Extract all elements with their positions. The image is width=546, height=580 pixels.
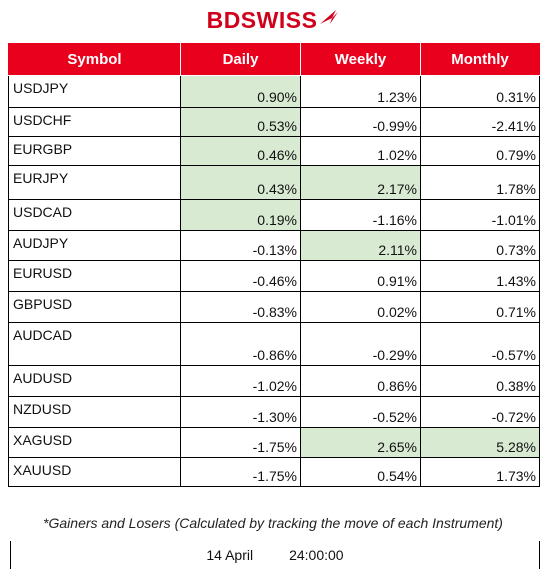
monthly-change-cell: 1.73% xyxy=(420,457,540,487)
monthly-change-cell: -0.57% xyxy=(420,322,540,366)
daily-change-cell: 0.90% xyxy=(180,75,301,108)
monthly-change-cell: 1.78% xyxy=(420,165,540,200)
monthly-change-cell: -1.01% xyxy=(420,199,540,231)
daily-change-cell: -1.02% xyxy=(180,365,301,397)
monthly-change-cell: 0.73% xyxy=(420,230,540,261)
monthly-change-cell: 5.28% xyxy=(420,427,540,458)
symbol-cell: USDJPY xyxy=(8,75,181,108)
daily-change-cell: -0.46% xyxy=(180,260,301,292)
weekly-change-cell: 2.11% xyxy=(300,230,421,261)
table-header-row: Symbol Daily Weekly Monthly xyxy=(8,43,540,76)
symbol-cell: EURJPY xyxy=(8,165,181,200)
performance-table: Symbol Daily Weekly Monthly USDJPY 0.90% 1… xyxy=(8,43,540,487)
table-row: NZDUSD -1.30% -0.52% -0.72% xyxy=(8,396,540,428)
swoosh-icon xyxy=(320,10,339,24)
daily-change-cell: -1.30% xyxy=(180,396,301,428)
table-body: USDJPY 0.90% 1.23% 0.31% USDCHF 0.53% -0.99% -2… xyxy=(8,75,540,487)
table-row: EURGBP 0.46% 1.02% 0.79% xyxy=(8,136,540,166)
daily-change-cell: 0.46% xyxy=(180,136,301,166)
weekly-change-cell: -1.16% xyxy=(300,199,421,231)
report-date: 14 April xyxy=(206,547,254,563)
table-row: EURUSD -0.46% 0.91% 1.43% xyxy=(8,260,540,292)
symbol-cell: NZDUSD xyxy=(8,396,181,428)
weekly-change-cell: -0.29% xyxy=(300,322,421,366)
table-row: EURJPY 0.43% 2.17% 1.78% xyxy=(8,165,540,200)
monthly-change-cell: -0.72% xyxy=(420,396,540,428)
column-header-weekly: Weekly xyxy=(300,43,421,76)
daily-change-cell: 0.43% xyxy=(180,165,301,200)
symbol-cell: EURUSD xyxy=(8,260,181,292)
table-row: USDJPY 0.90% 1.23% 0.31% xyxy=(8,75,540,108)
symbol-cell: AUDUSD xyxy=(8,365,181,397)
daily-change-cell: 0.19% xyxy=(180,199,301,231)
column-header-symbol: Symbol xyxy=(8,43,181,76)
monthly-change-cell: 0.31% xyxy=(420,75,540,108)
symbol-cell: XAGUSD xyxy=(8,427,181,458)
symbol-cell: XAUUSD xyxy=(8,457,181,487)
daily-change-cell: -1.75% xyxy=(180,457,301,487)
daily-change-cell: -1.75% xyxy=(180,427,301,458)
table-row: USDCAD 0.19% -1.16% -1.01% xyxy=(8,199,540,231)
symbol-cell: AUDJPY xyxy=(8,230,181,261)
monthly-change-cell: 0.71% xyxy=(420,291,540,323)
brand-logo: BDSWISS xyxy=(0,0,546,40)
daily-change-cell: -0.86% xyxy=(180,322,301,366)
footnote: *Gainers and Losers (Calculated by track… xyxy=(43,515,503,531)
monthly-change-cell: 1.43% xyxy=(420,260,540,292)
table-row: AUDUSD -1.02% 0.86% 0.38% xyxy=(8,365,540,397)
table-row: XAUUSD -1.75% 0.54% 1.73% xyxy=(8,457,540,487)
table-row: AUDJPY -0.13% 2.11% 0.73% xyxy=(8,230,540,261)
daily-change-cell: -0.83% xyxy=(180,291,301,323)
weekly-change-cell: -0.99% xyxy=(300,107,421,137)
weekly-change-cell: 1.02% xyxy=(300,136,421,166)
column-header-daily: Daily xyxy=(180,43,301,76)
daily-change-cell: -0.13% xyxy=(180,230,301,261)
timestamp-box: 14 April 24:00:00 xyxy=(10,541,540,569)
symbol-cell: USDCHF xyxy=(8,107,181,137)
monthly-change-cell: -2.41% xyxy=(420,107,540,137)
weekly-change-cell: 0.54% xyxy=(300,457,421,487)
brand-name: BDSWISS xyxy=(206,6,318,33)
monthly-change-cell: 0.38% xyxy=(420,365,540,397)
weekly-change-cell: 0.02% xyxy=(300,291,421,323)
weekly-change-cell: 2.65% xyxy=(300,427,421,458)
weekly-change-cell: 1.23% xyxy=(300,75,421,108)
weekly-change-cell: -0.52% xyxy=(300,396,421,428)
monthly-change-cell: 0.79% xyxy=(420,136,540,166)
weekly-change-cell: 2.17% xyxy=(300,165,421,200)
table-row: AUDCAD -0.86% -0.29% -0.57% xyxy=(8,322,540,366)
report-time: 24:00:00 xyxy=(289,547,344,563)
daily-change-cell: 0.53% xyxy=(180,107,301,137)
symbol-cell: GBPUSD xyxy=(8,291,181,323)
column-header-monthly: Monthly xyxy=(420,43,540,76)
symbol-cell: AUDCAD xyxy=(8,322,181,366)
weekly-change-cell: 0.91% xyxy=(300,260,421,292)
symbol-cell: EURGBP xyxy=(8,136,181,166)
symbol-cell: USDCAD xyxy=(8,199,181,231)
weekly-change-cell: 0.86% xyxy=(300,365,421,397)
table-row: GBPUSD -0.83% 0.02% 0.71% xyxy=(8,291,540,323)
table-row: XAGUSD -1.75% 2.65% 5.28% xyxy=(8,427,540,458)
table-row: USDCHF 0.53% -0.99% -2.41% xyxy=(8,107,540,137)
